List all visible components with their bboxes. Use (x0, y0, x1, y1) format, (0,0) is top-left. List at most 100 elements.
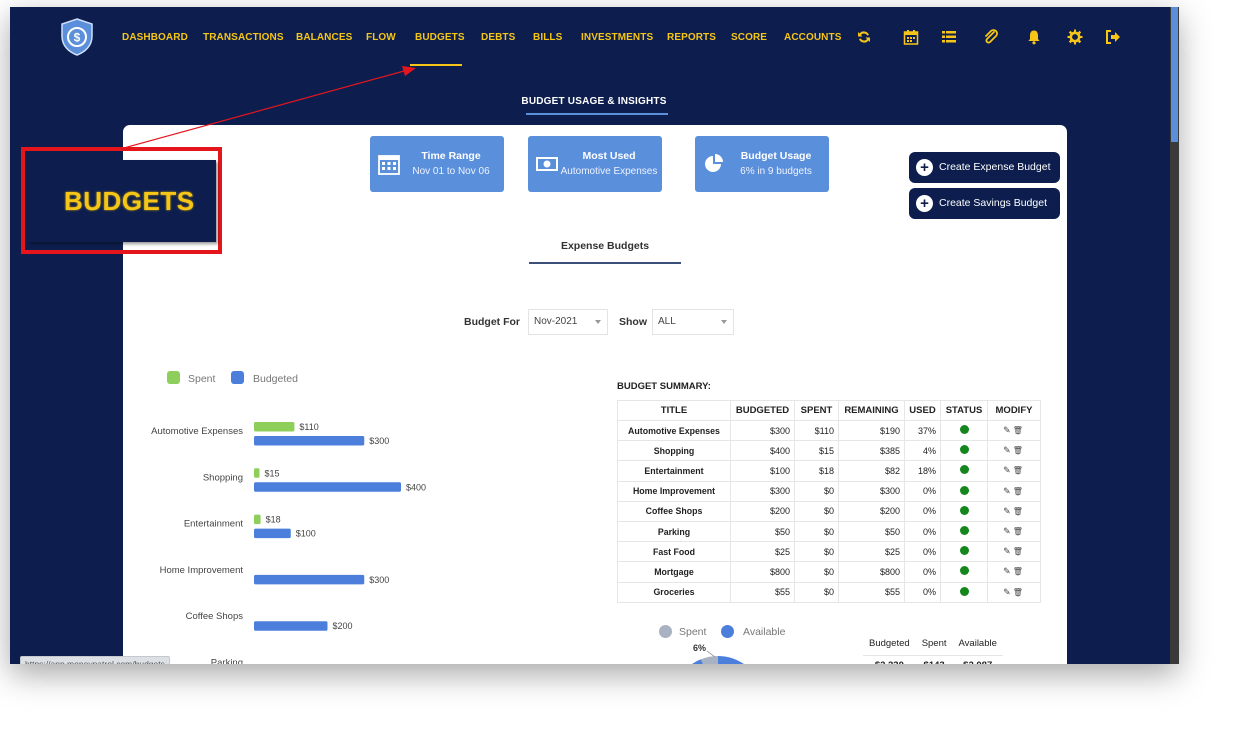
nav-item-balances[interactable]: BALANCES (296, 32, 353, 43)
bar-value-label: $15 (265, 468, 280, 478)
summary-cell-budgeted: $200 (730, 500, 795, 522)
show-value: ALL (658, 316, 676, 327)
budget-totals-table: Budgeted Spent Available $2,230 $143 $2,… (863, 633, 1003, 664)
delete-icon[interactable]: 🗑 (1012, 587, 1025, 597)
delete-icon[interactable]: 🗑 (1012, 426, 1025, 436)
summary-cell-modify: ✎🗑 (987, 480, 1041, 502)
edit-icon[interactable]: ✎ (1003, 425, 1013, 436)
summary-cell-modify: ✎🗑 (987, 581, 1041, 603)
bar-budgeted[interactable] (254, 621, 328, 631)
bar-budgeted[interactable] (254, 574, 365, 585)
donut-slice-spent[interactable] (701, 656, 718, 664)
bar-spent[interactable] (254, 468, 260, 478)
legend-budgeted-swatch[interactable] (231, 371, 244, 384)
donut-slice-available[interactable] (672, 656, 764, 664)
edit-icon[interactable]: ✎ (1003, 546, 1013, 557)
budget-for-select[interactable]: Nov-2021 (528, 309, 608, 335)
show-select[interactable]: ALL (652, 309, 734, 335)
most-used-title: Most Used (582, 150, 636, 162)
refresh-icon[interactable] (856, 29, 872, 45)
logout-icon[interactable] (1105, 29, 1121, 45)
status-dot-icon (959, 505, 969, 515)
nav-item-reports[interactable]: REPORTS (667, 32, 717, 43)
delete-icon[interactable]: 🗑 (1012, 506, 1025, 516)
summary-cell-remaining: $200 (838, 500, 905, 522)
moneypatrol-logo-icon[interactable]: $ (60, 18, 94, 56)
donut-legend-spent-swatch[interactable] (659, 625, 672, 638)
nav-item-dashboard[interactable]: DASHBOARD (122, 32, 188, 43)
delete-icon[interactable]: 🗑 (1012, 547, 1025, 557)
nav-item-score[interactable]: SCORE (731, 32, 768, 43)
calendar-icon[interactable] (903, 29, 919, 45)
edit-icon[interactable]: ✎ (1003, 566, 1013, 577)
summary-cell-used: 37% (904, 419, 941, 442)
app-window: $ DASHBOARD TRANSACTIONS BALANCES FLOW B… (10, 7, 1178, 664)
summary-cell-spent: $15 (794, 440, 839, 462)
bar-budgeted[interactable] (254, 436, 365, 446)
time-range-card[interactable]: Time Range Nov 01 to Nov 06 (370, 136, 504, 192)
bar-budgeted[interactable] (254, 482, 401, 492)
scrollbar-thumb[interactable] (1171, 7, 1178, 142)
chart-category-label: Entertainment (184, 519, 244, 530)
nav-item-bills[interactable]: BILLS (533, 32, 563, 43)
calendar-icon (378, 155, 400, 175)
bar-spent[interactable] (254, 422, 295, 432)
nav-item-investments[interactable]: INVESTMENTS (581, 32, 654, 43)
list-icon[interactable] (941, 29, 957, 45)
tab-expense-budgets[interactable]: Expense Budgets (560, 240, 650, 252)
legend-spent-swatch[interactable] (167, 371, 180, 384)
create-savings-budget-button[interactable]: + Create Savings Budget (909, 188, 1060, 219)
summary-cell-remaining: $25 (838, 541, 905, 563)
delete-icon[interactable]: 🗑 (1012, 567, 1025, 577)
delete-icon[interactable]: 🗑 (1012, 486, 1025, 496)
edit-icon[interactable]: ✎ (1003, 505, 1013, 516)
nav-item-flow[interactable]: FLOW (366, 32, 396, 43)
summary-cell-modify: ✎🗑 (987, 541, 1041, 563)
nav-item-budgets[interactable]: BUDGETS (415, 32, 465, 43)
delete-icon[interactable]: 🗑 (1012, 466, 1025, 476)
summary-cell-spent: $0 (794, 581, 839, 603)
summary-cell-title: Coffee Shops (617, 500, 731, 522)
bar-budgeted[interactable] (254, 528, 291, 539)
chevron-down-icon (595, 320, 601, 324)
budget-card: Time Range Nov 01 to Nov 06 Most Used Au… (123, 125, 1067, 664)
status-dot-icon (959, 566, 969, 576)
summary-cell-status (940, 500, 988, 522)
edit-icon[interactable]: ✎ (1003, 465, 1013, 476)
summary-cell-status (940, 419, 988, 442)
edit-icon[interactable]: ✎ (1003, 485, 1013, 496)
chevron-down-icon (721, 320, 727, 324)
edit-icon[interactable]: ✎ (1003, 445, 1013, 456)
summary-cell-remaining: $82 (838, 460, 905, 482)
status-dot-icon (959, 485, 969, 495)
nav-item-debts[interactable]: DEBTS (481, 32, 516, 43)
bar-spent[interactable] (254, 514, 261, 525)
time-range-value: Nov 01 to Nov 06 (412, 166, 490, 177)
nav-item-transactions[interactable]: TRANSACTIONS (203, 32, 284, 43)
page-heading: BUDGET USAGE & INSIGHTS (521, 96, 667, 107)
scrollbar[interactable] (1170, 7, 1179, 664)
summary-cell-status (940, 440, 988, 462)
summary-cell-used: 0% (904, 520, 941, 543)
edit-icon[interactable]: ✎ (1003, 586, 1013, 597)
create-expense-budget-button[interactable]: + Create Expense Budget (909, 152, 1060, 183)
bell-icon[interactable] (1026, 29, 1042, 45)
summary-cell-budgeted: $300 (730, 480, 795, 502)
delete-icon[interactable]: 🗑 (1012, 446, 1025, 456)
zoom-callout-box: BUDGETS (21, 147, 222, 254)
summary-cell-used: 0% (904, 581, 941, 603)
summary-cell-title: Groceries (617, 581, 731, 603)
budget-usage-card[interactable]: Budget Usage 6% in 9 budgets (695, 136, 829, 192)
status-dot-icon (959, 425, 969, 435)
donut-legend-available-swatch[interactable] (721, 625, 734, 638)
status-bar-url: https://app.moneypatrol.com/budgets (20, 656, 170, 664)
col-modify: MODIFY (987, 400, 1041, 421)
summary-cell-used: 0% (904, 500, 941, 522)
most-used-card[interactable]: Most Used Automotive Expenses (528, 136, 662, 192)
nav-item-accounts[interactable]: ACCOUNTS (784, 32, 842, 43)
gear-icon[interactable] (1067, 29, 1083, 45)
delete-icon[interactable]: 🗑 (1012, 527, 1025, 537)
paperclip-icon[interactable] (983, 29, 999, 45)
edit-icon[interactable]: ✎ (1003, 526, 1013, 537)
page-heading-underline (526, 113, 668, 115)
